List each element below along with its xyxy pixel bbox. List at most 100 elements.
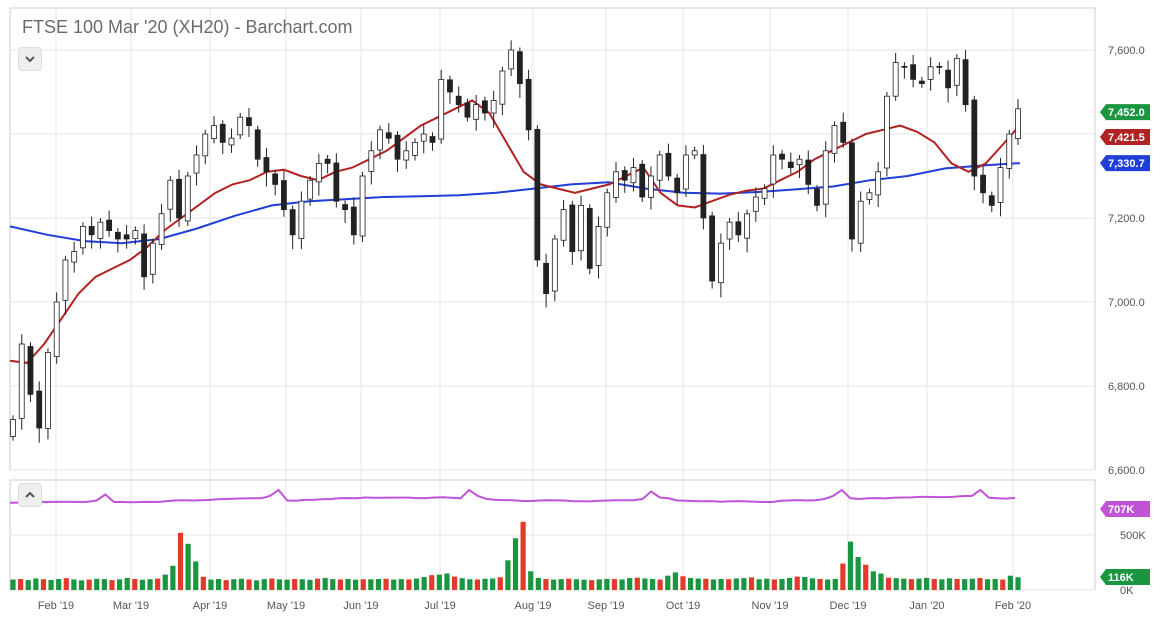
volume-bar	[208, 579, 214, 590]
volume-bar	[482, 578, 488, 590]
candle	[499, 66, 506, 116]
candle	[578, 195, 584, 261]
candle	[901, 62, 908, 79]
volume-bar	[665, 575, 671, 590]
candle	[779, 149, 785, 170]
volume-bar	[18, 579, 24, 590]
candle	[700, 144, 707, 230]
volume-bar	[1000, 579, 1006, 590]
candle	[516, 47, 523, 98]
candle	[857, 191, 864, 253]
page-title: FTSE 100 Mar '20 (XH20) - Barchart.com	[22, 17, 353, 37]
candle	[71, 241, 78, 273]
volume-bar	[413, 578, 420, 590]
volume-bar	[101, 579, 107, 590]
candle	[665, 143, 672, 181]
candle	[752, 187, 759, 222]
candle	[604, 188, 611, 237]
candle	[717, 233, 724, 298]
candle	[709, 211, 716, 289]
volume-bar	[611, 579, 618, 590]
collapse-price-button[interactable]	[18, 47, 42, 71]
candle	[621, 166, 628, 193]
candle	[167, 176, 174, 222]
volume-bar	[794, 576, 800, 590]
volume-bar	[825, 579, 831, 590]
candle	[586, 204, 593, 275]
volume-tick-label: 0K	[1120, 585, 1134, 597]
volume-bar	[497, 577, 503, 590]
volume-bar	[231, 579, 237, 590]
volume-bar	[550, 579, 557, 590]
candle	[385, 123, 392, 144]
volume-bar	[436, 574, 442, 590]
volume-bar	[573, 579, 580, 590]
volume-bar	[109, 580, 115, 590]
volume-bar	[726, 579, 732, 590]
volume-bar	[94, 578, 100, 590]
candle	[464, 98, 471, 122]
volume-bar	[353, 579, 359, 590]
candle	[988, 191, 995, 213]
candle	[342, 200, 348, 224]
candle	[359, 171, 366, 242]
candle	[324, 155, 331, 174]
volume-bar	[474, 579, 481, 590]
volume-bar	[847, 541, 854, 590]
volume-bar	[246, 579, 252, 590]
volume-bar	[71, 579, 77, 590]
collapse-volume-button[interactable]	[18, 483, 42, 507]
volume-bar	[817, 579, 823, 590]
volume-bar	[543, 579, 549, 590]
candle	[350, 197, 357, 245]
volume-bar	[383, 578, 389, 590]
candle	[866, 188, 873, 205]
axes: 7,600.07,400.07,200.07,000.06,800.06,600…	[38, 45, 1147, 612]
candle	[412, 138, 418, 161]
volume-bar	[467, 579, 473, 590]
candle	[648, 166, 654, 210]
volume-bar	[589, 580, 595, 590]
candle	[18, 334, 25, 430]
volume-bar	[40, 579, 47, 590]
volume-bar	[802, 577, 808, 590]
time-tick-label: Jul '19	[424, 600, 455, 612]
candle	[193, 145, 200, 186]
volume-bar	[368, 579, 374, 590]
candle	[508, 40, 515, 77]
candle	[420, 124, 427, 154]
candle	[45, 348, 51, 440]
volume-bar	[954, 578, 960, 590]
candle	[1006, 129, 1013, 179]
candle	[735, 212, 742, 242]
candle	[62, 255, 69, 315]
volume-bar	[512, 538, 519, 590]
candle	[796, 155, 803, 179]
candle	[482, 96, 488, 121]
volume-bar	[627, 578, 633, 590]
candle	[831, 121, 838, 163]
time-tick-label: Jun '19	[343, 600, 378, 612]
candle	[237, 113, 244, 140]
candle	[639, 160, 646, 203]
volume-bar	[459, 578, 465, 590]
volume-bar	[200, 576, 206, 590]
volume-bar	[177, 532, 184, 590]
grid	[9, 7, 1096, 591]
volume-bar	[238, 578, 245, 590]
candle	[691, 146, 698, 160]
volume-bar	[703, 578, 709, 590]
candle	[438, 69, 445, 144]
volume-bar	[155, 578, 161, 590]
volume-bar	[528, 571, 534, 590]
ma50-value-badge: 7,421.5	[1100, 128, 1150, 145]
time-tick-label: Sep '19	[588, 600, 625, 612]
volume-bar	[505, 560, 511, 590]
volume-bar	[596, 579, 602, 590]
volume-bar	[444, 573, 450, 590]
candle	[674, 173, 681, 205]
candle	[849, 138, 855, 252]
time-tick-label: Dec '19	[830, 600, 867, 612]
